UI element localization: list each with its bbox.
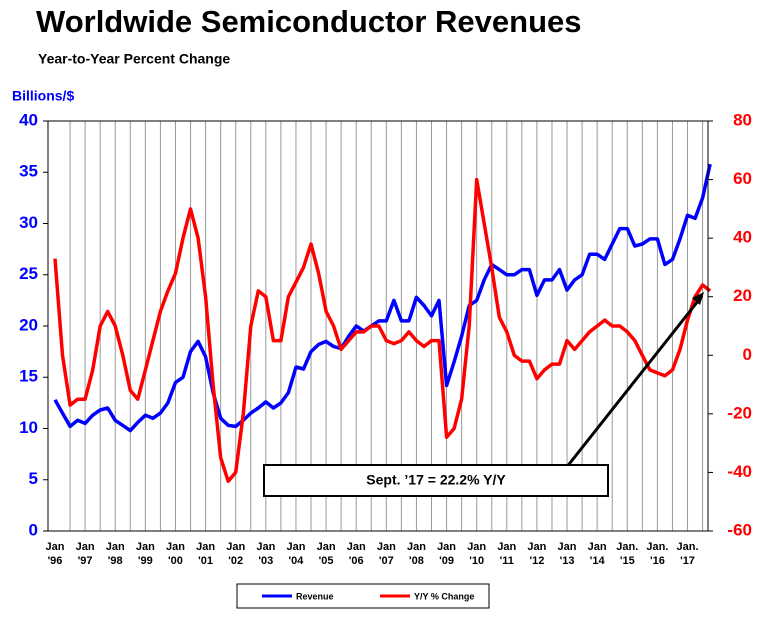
y-tick-label: 35	[19, 162, 38, 181]
y-tick-label: 40	[19, 110, 38, 129]
chart-subtitle: Year-to-Year Percent Change	[38, 51, 230, 67]
y2-tick-label: -40	[727, 462, 752, 481]
x-tick-label: Jan '10	[467, 541, 486, 567]
y-tick-label: 25	[19, 264, 38, 283]
x-tick-label: Jan '14	[588, 541, 607, 567]
y-tick-label: 10	[19, 418, 38, 437]
y2-tick-label: -20	[727, 403, 752, 422]
x-tick-label: Jan '09	[437, 541, 456, 567]
series-line	[53, 177, 712, 483]
x-tick-label: Jan. '17	[677, 541, 699, 567]
legend-label: Revenue	[296, 591, 334, 601]
x-tick-label: Jan '00	[166, 541, 185, 567]
x-tick-label: Jan '97	[76, 541, 95, 567]
x-tick-label: Jan. '16	[646, 541, 668, 567]
annotation-box	[263, 464, 609, 497]
x-tick-label: Jan '07	[377, 541, 396, 567]
y-tick-label: 5	[29, 469, 38, 488]
x-tick-label: Jan '98	[106, 541, 125, 567]
y-tick-label: 30	[19, 213, 38, 232]
annotation: Sept. ’17 = 22.2% Y/Y	[366, 472, 506, 488]
legend-label: Y/Y % Change	[414, 591, 474, 601]
y2-tick-label: 20	[733, 286, 752, 305]
y2-tick-label: 80	[733, 110, 752, 129]
y-axis-label: Billions/$	[12, 88, 74, 104]
y-tick-label: 15	[19, 367, 38, 386]
x-tick-label: Jan '06	[347, 541, 366, 567]
x-tick-label: Jan '01	[196, 541, 215, 567]
y-tick-label: 0	[29, 520, 38, 539]
annotation-arrow	[564, 295, 704, 469]
y2-tick-label: 40	[733, 228, 752, 247]
y2-tick-label: 0	[743, 345, 752, 364]
y2-tick-label: -60	[727, 520, 752, 539]
legend-items: Revenue Y/Y % Change	[262, 591, 474, 601]
x-tick-label: Jan '05	[317, 541, 336, 567]
plot-frame	[47, 120, 709, 532]
x-tick-label: Jan '02	[226, 541, 245, 567]
y2-tick-label: 60	[733, 169, 752, 188]
arrow-head	[692, 292, 704, 305]
x-tick-label: Jan '96	[46, 541, 65, 567]
plot	[53, 163, 712, 483]
x-tick-label: Jan '12	[527, 541, 546, 567]
x-tick-label: Jan. '15	[616, 541, 638, 567]
y-tick-label: 20	[19, 315, 38, 334]
chart-title: Worldwide Semiconductor Revenues	[36, 4, 581, 39]
x-tick-label: Jan '04	[286, 541, 305, 567]
x-tick-label: Jan '99	[136, 541, 155, 567]
x-tick-label: Jan '11	[497, 541, 516, 567]
x-tick-label: Jan '08	[407, 541, 426, 567]
x-tick-label: Jan '13	[558, 541, 577, 567]
x-tick-label: Jan '03	[256, 541, 275, 567]
series-line	[53, 163, 712, 433]
